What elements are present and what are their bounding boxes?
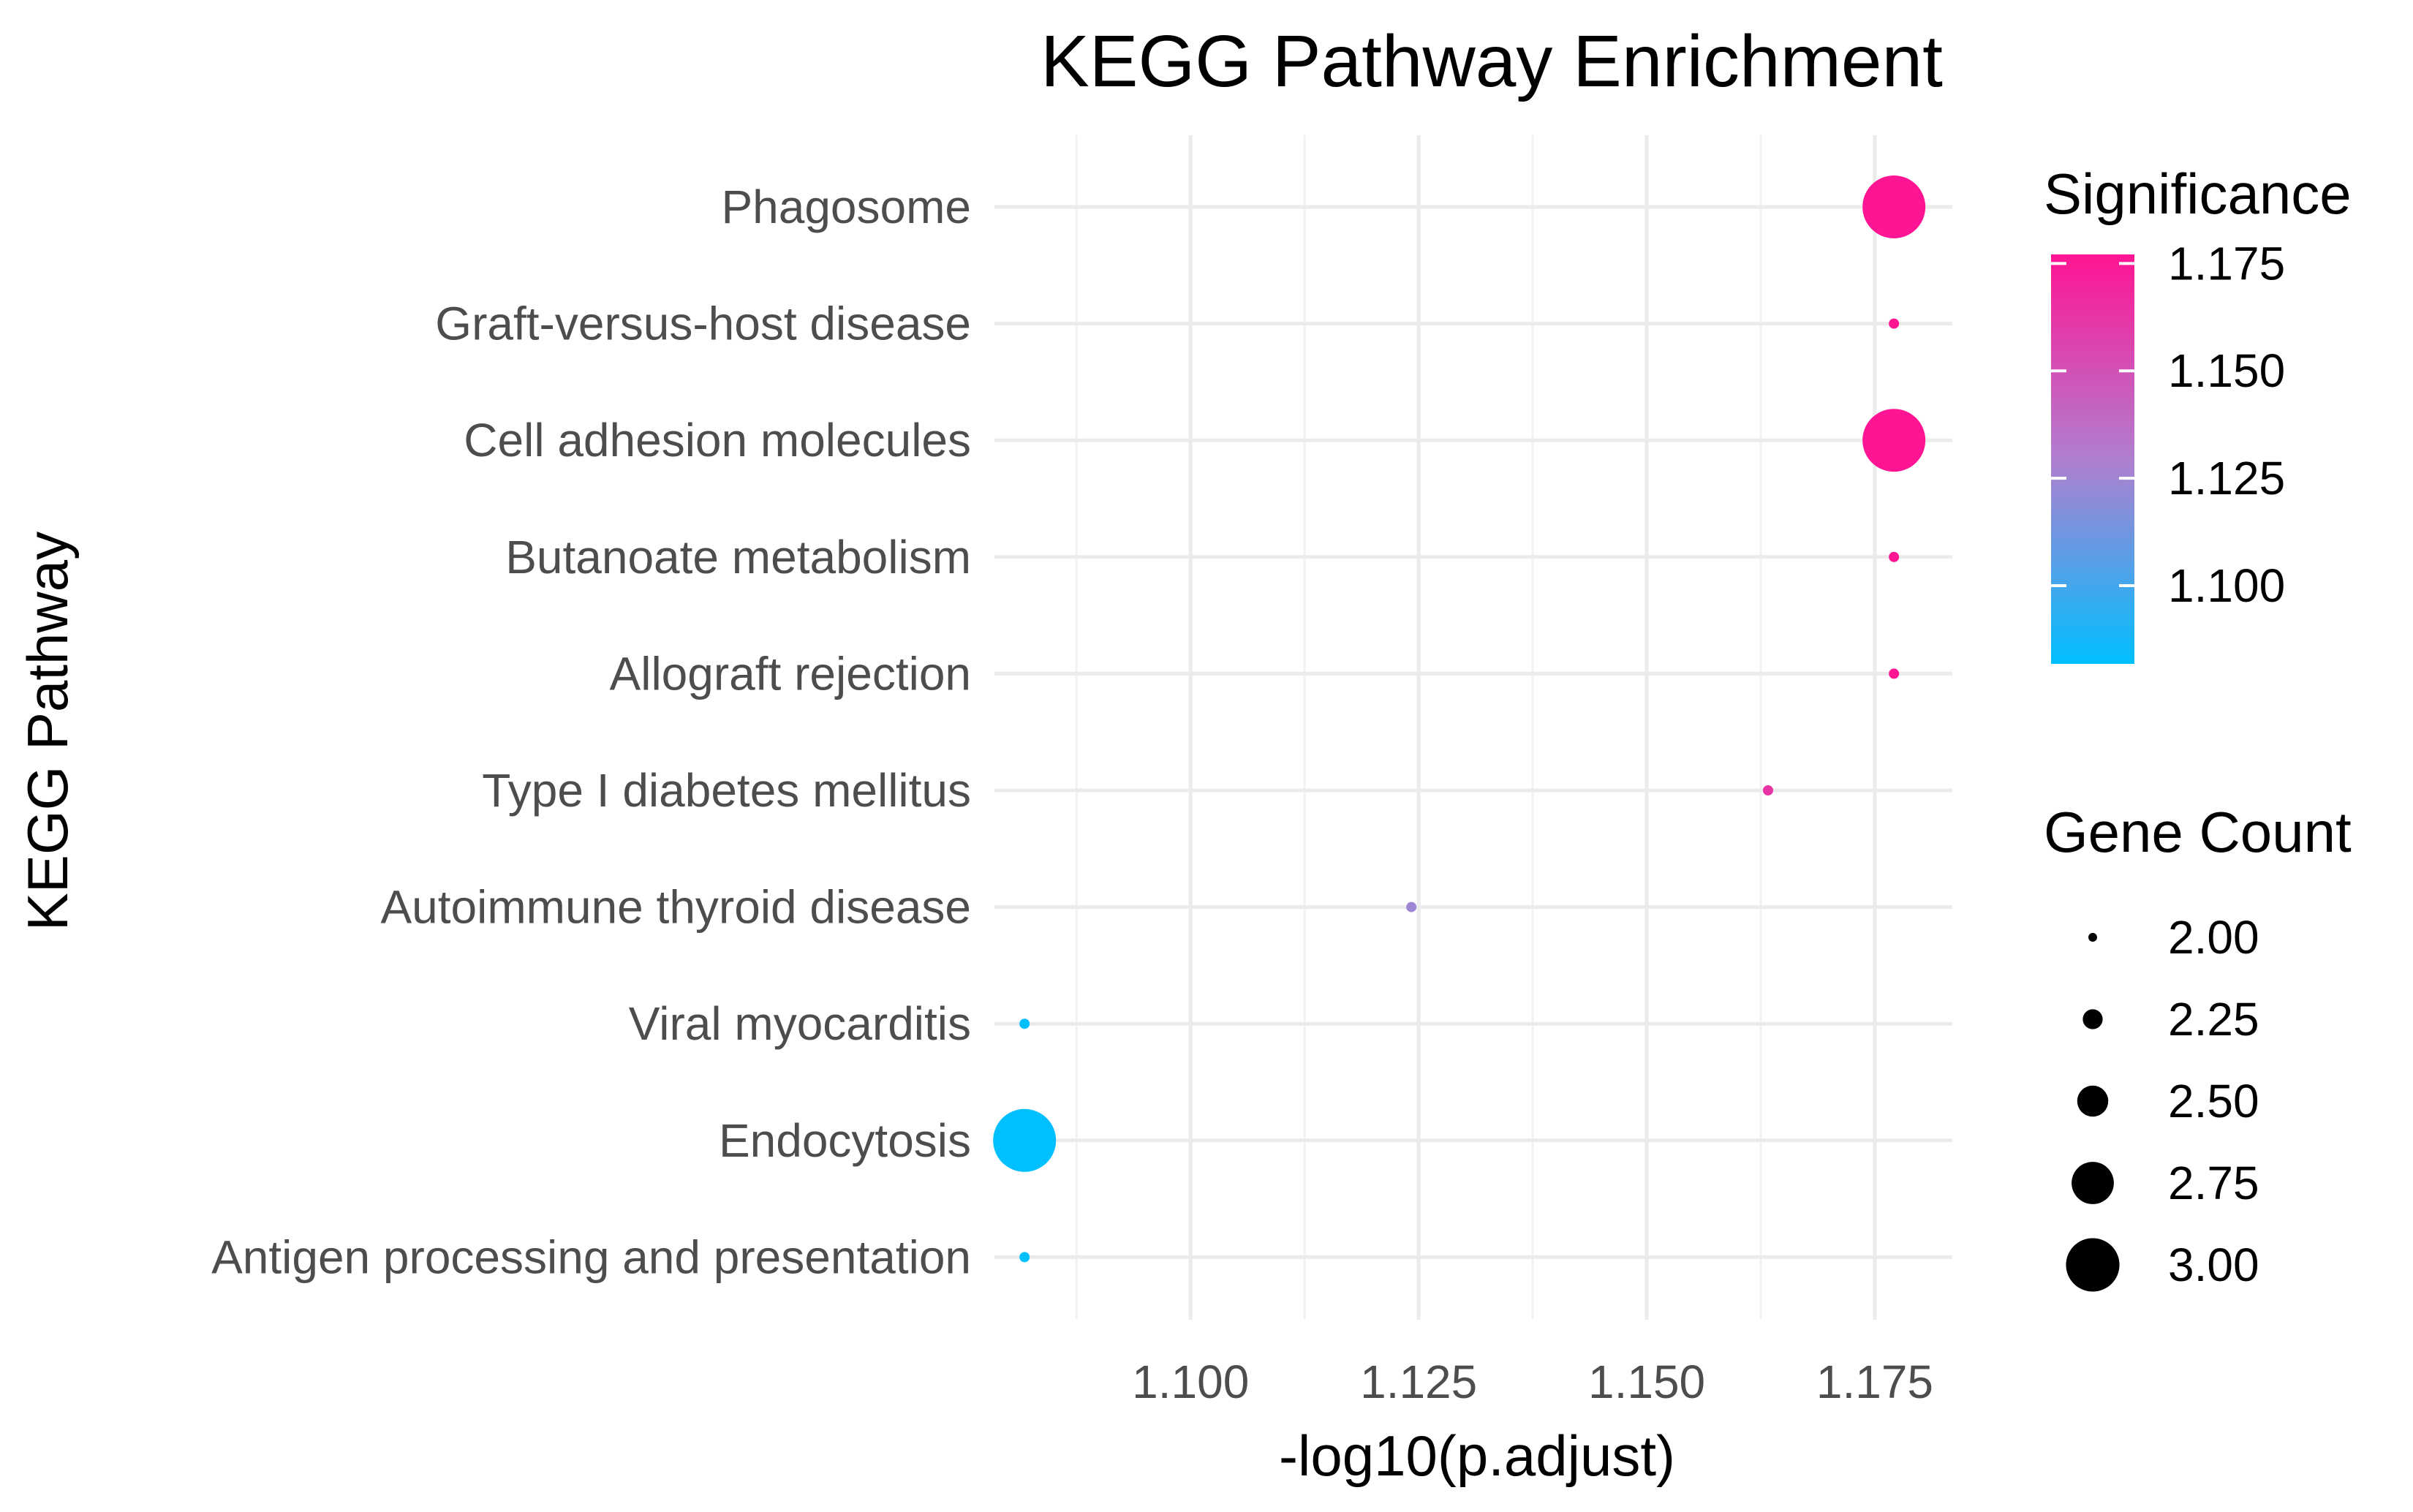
color-legend-ticks: 1.100 1.125 1.150 1.175 bbox=[2051, 237, 2285, 612]
color-legend-label: 1.150 bbox=[2168, 344, 2285, 397]
y-tick-labels: Phagosome Graft-versus-host disease Cell a… bbox=[211, 181, 971, 1283]
color-legend-label: 1.175 bbox=[2168, 237, 2285, 290]
color-legend-label: 1.125 bbox=[2168, 452, 2285, 504]
size-legend-label: 2.00 bbox=[2168, 911, 2259, 964]
y-tick-label: Autoimmune thyroid disease bbox=[380, 881, 971, 934]
y-tick-label: Type I diabetes mellitus bbox=[482, 764, 971, 817]
color-legend-label: 1.100 bbox=[2168, 559, 2285, 612]
data-point bbox=[1889, 551, 1900, 562]
y-axis-title: KEGG Pathway bbox=[15, 532, 80, 931]
chart-title: KEGG Pathway Enrichment bbox=[1041, 20, 1943, 102]
size-legend-key bbox=[2082, 1009, 2103, 1029]
y-tick-label: Cell adhesion molecules bbox=[464, 414, 971, 466]
x-axis-title: -log10(p.adjust) bbox=[1279, 1424, 1675, 1488]
color-bar bbox=[2051, 254, 2134, 664]
size-legend-label: 2.75 bbox=[2168, 1157, 2259, 1209]
y-tick-label: Viral myocarditis bbox=[629, 997, 971, 1050]
points-layer bbox=[993, 175, 1926, 1263]
x-tick-label: 1.175 bbox=[1816, 1356, 1933, 1408]
size-legend-label: 3.00 bbox=[2168, 1239, 2259, 1291]
size-legend-key bbox=[2066, 1238, 2120, 1292]
size-legend-key bbox=[2072, 1162, 2114, 1204]
size-legend-key bbox=[2077, 1085, 2109, 1117]
data-point bbox=[1889, 318, 1900, 329]
grid-layer bbox=[994, 135, 1952, 1320]
color-legend: Significance 1.100 1.125 1.150 1.175 bbox=[2044, 162, 2352, 664]
color-legend-title: Significance bbox=[2044, 162, 2352, 226]
y-tick-label: Antigen processing and presentation bbox=[211, 1231, 971, 1283]
y-tick-label: Graft-versus-host disease bbox=[435, 298, 971, 350]
size-legend-label: 2.25 bbox=[2168, 993, 2259, 1046]
y-tick-label: Allograft rejection bbox=[610, 647, 971, 700]
x-tick-labels: 1.100 1.125 1.150 1.175 bbox=[1132, 1356, 1933, 1408]
size-legend-items: 2.00 2.25 2.50 2.75 3.00 bbox=[2066, 911, 2259, 1292]
x-tick-label: 1.150 bbox=[1588, 1356, 1705, 1408]
size-legend-title: Gene Count bbox=[2044, 800, 2352, 864]
data-point bbox=[1406, 901, 1417, 912]
y-tick-label: Phagosome bbox=[721, 181, 971, 233]
size-legend: Gene Count 2.00 2.25 2.50 2.75 3.00 bbox=[2044, 800, 2352, 1292]
data-point bbox=[1862, 409, 1926, 472]
size-legend-key bbox=[2088, 933, 2097, 942]
x-tick-label: 1.125 bbox=[1360, 1356, 1477, 1408]
data-point bbox=[1019, 1252, 1030, 1263]
y-tick-label: Butanoate metabolism bbox=[505, 531, 971, 583]
x-tick-label: 1.100 bbox=[1132, 1356, 1249, 1408]
size-legend-label: 2.50 bbox=[2168, 1075, 2259, 1127]
y-tick-label: Endocytosis bbox=[719, 1114, 971, 1167]
data-point bbox=[1862, 175, 1926, 238]
data-point bbox=[1019, 1018, 1030, 1029]
data-point bbox=[993, 1108, 1057, 1172]
data-point bbox=[1889, 668, 1900, 679]
data-point bbox=[1762, 785, 1773, 795]
